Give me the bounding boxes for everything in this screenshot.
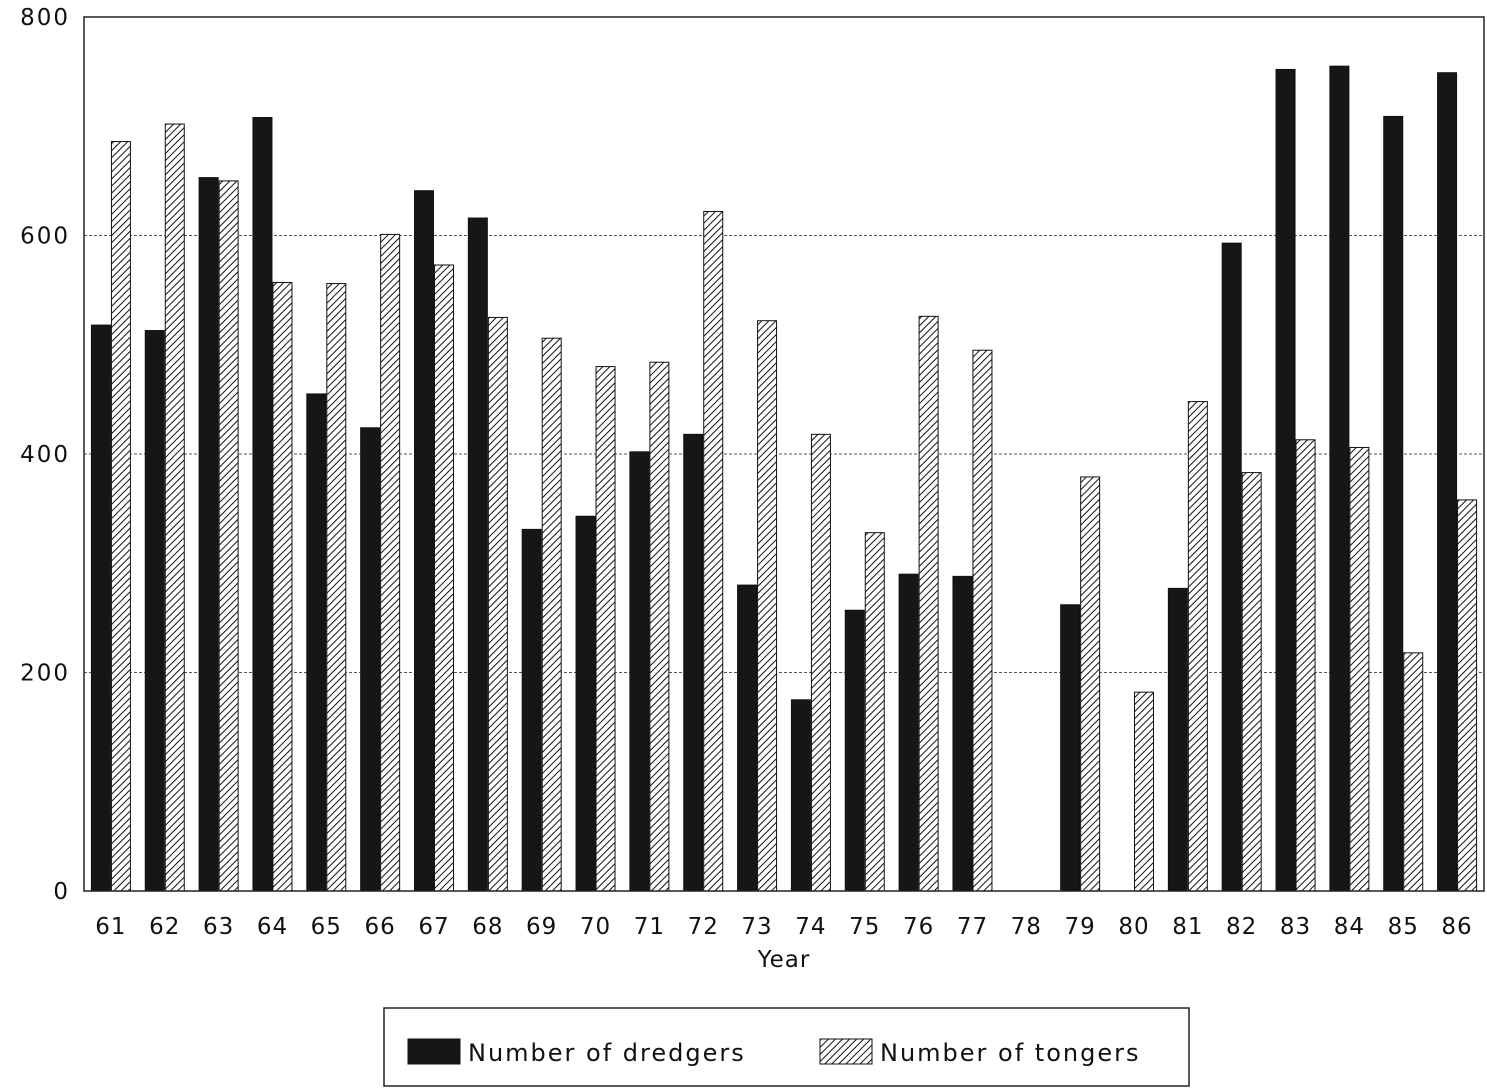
y-tick-label: 0 [53,879,70,905]
tongers-bar [110,141,131,892]
dredgers-bar [414,190,434,892]
tongers-bar [1457,499,1478,892]
tongers-bar [757,320,778,892]
tongers-bar [1349,446,1370,892]
dredgers-bar [144,330,165,892]
tongers-bar [1187,401,1208,892]
legend-swatch-dredgers [407,1038,461,1065]
x-tick-label: 64 [257,914,288,940]
x-tick-label: 70 [580,914,611,940]
dredgers-bar [1329,65,1350,892]
tongers-bar [1134,691,1154,892]
dredgers-bar [629,451,650,892]
dredgers-bar [198,177,219,892]
x-tick-label: 80 [1118,914,1149,940]
dredgers-bar [1167,587,1188,892]
x-tick-label: 79 [1065,914,1096,940]
tongers-bar [272,281,293,892]
tongers-bar [864,532,885,892]
x-tick-label: 82 [1226,914,1257,940]
x-tick-label: 73 [741,914,772,940]
x-tick-label: 62 [149,914,180,940]
legend: Number of dredgers Number of tongers [383,1007,1190,1087]
dredgers-bar [90,324,111,892]
x-tick-label: 75 [849,914,880,940]
tongers-bar [918,315,939,892]
y-axis-ticks: 0 200 400 600 800 [20,5,70,905]
tongers-bar [1403,652,1424,892]
dredgers-bar [952,575,973,892]
tongers-bar [164,123,185,892]
tongers-bar [218,180,239,892]
tongers-bar [810,433,831,892]
tongers-bar [541,337,562,892]
dredgers-bar [575,515,596,892]
dredgers-bar [1221,242,1242,892]
tongers-bar [1295,439,1316,892]
x-axis-label: Year [757,947,811,973]
dredgers-bar [467,217,488,892]
x-tick-label: 83 [1280,914,1311,940]
legend-label-dredgers: Number of dredgers [468,1039,746,1067]
tongers-bar [1241,472,1262,892]
x-tick-label: 84 [1334,914,1365,940]
x-tick-label: 63 [203,914,234,940]
x-tick-label: 78 [1011,914,1042,940]
dredgers-bar [1383,115,1404,892]
x-tick-label: 66 [365,914,396,940]
legend-label-tongers: Number of tongers [880,1039,1140,1067]
x-tick-label: 71 [634,914,665,940]
x-tick-label: 67 [418,914,449,940]
dredgers-bar [1437,72,1458,892]
x-tick-label: 86 [1441,914,1472,940]
bars [90,65,1478,892]
tongers-bar [434,264,454,892]
dredgers-bar [360,427,381,892]
tongers-bar [595,366,616,892]
dredgers-bar [1060,604,1081,892]
gridlines [84,235,1484,673]
dredgers-bar [252,117,273,892]
dredgers-bar [898,573,919,892]
x-tick-label: 65 [311,914,342,940]
tongers-bar [1080,476,1101,892]
dredgers-bar [683,433,704,892]
dredgers-bar [306,393,327,892]
tongers-bar [326,283,347,892]
plot-frame [83,16,1485,892]
tongers-bar [487,316,508,892]
x-tick-label: 76 [903,914,934,940]
dredgers-bar [844,609,865,892]
dredgers-bar [737,584,758,892]
x-tick-label: 72 [688,914,719,940]
y-tick-label: 600 [20,224,70,250]
tongers-bar [380,233,401,892]
dredgers-bar [790,699,811,892]
legend-box [383,1007,1190,1087]
dredgers-bar [521,528,542,892]
x-axis-ticks: 61 62 63 64 65 66 67 68 69 70 71 72 73 74 75 76 77 78 79 80… [95,914,1472,940]
x-tick-label: 77 [957,914,988,940]
dredgers-bar [1275,68,1296,892]
x-tick-label: 61 [95,914,126,940]
tongers-bar [972,349,993,892]
tongers-bar [649,361,670,892]
y-tick-label: 800 [20,5,70,31]
y-tick-label: 200 [20,661,70,687]
tongers-bar [703,210,724,892]
y-tick-label: 400 [20,442,70,468]
x-tick-label: 68 [472,914,503,940]
x-tick-label: 81 [1172,914,1203,940]
x-tick-label: 85 [1388,914,1419,940]
x-tick-label: 69 [526,914,557,940]
legend-swatch-tongers [819,1038,873,1065]
x-tick-label: 74 [795,914,826,940]
